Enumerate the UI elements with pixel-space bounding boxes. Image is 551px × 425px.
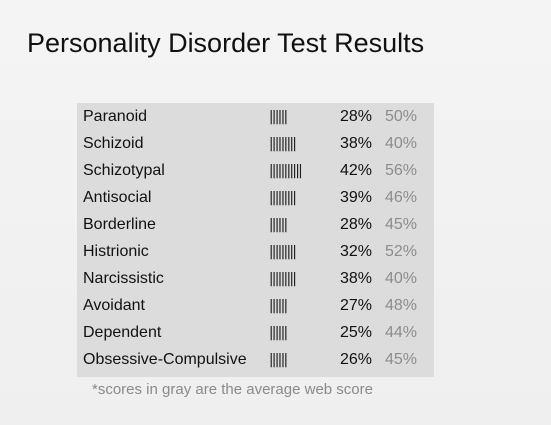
user-score: 26% — [340, 351, 373, 368]
table-row: Narcissistic ||||||||| 38% 40% — [77, 265, 434, 292]
disorder-name: Avoidant — [83, 297, 145, 314]
disorder-name: Paranoid — [83, 108, 148, 125]
score-bars: |||||| — [267, 109, 290, 125]
average-score: 40% — [385, 270, 418, 287]
table-row: Antisocial ||||||||| 39% 46% — [77, 184, 434, 211]
table-row: Avoidant |||||| 27% 48% — [77, 292, 434, 319]
average-score: 56% — [385, 162, 418, 179]
table-row: Histrionic ||||||||| 32% 52% — [77, 238, 434, 265]
average-score: 48% — [385, 297, 418, 314]
disorder-name: Obsessive-Compulsive — [83, 351, 247, 368]
results-table: Paranoid |||||| 28% 50% Schizoid |||||||… — [77, 103, 434, 377]
score-bars: |||||| — [267, 298, 290, 314]
score-bars: ||||||||| — [267, 136, 299, 152]
disorder-name: Borderline — [83, 216, 156, 233]
table-row: Borderline |||||| 28% 45% — [77, 211, 434, 238]
page-title: Personality Disorder Test Results — [27, 28, 425, 58]
footnote: *scores in gray are the average web scor… — [92, 381, 373, 398]
disorder-name: Dependent — [83, 324, 162, 341]
average-score: 52% — [385, 243, 418, 260]
average-score: 44% — [385, 324, 418, 341]
average-score: 50% — [385, 108, 418, 125]
average-score: 45% — [385, 216, 418, 233]
score-bars: ||||||||| — [267, 190, 299, 206]
disorder-name: Histrionic — [83, 243, 149, 260]
score-bars: ||||||||| — [267, 244, 299, 260]
user-score: 39% — [340, 189, 373, 206]
disorder-name: Schizotypal — [83, 162, 165, 179]
user-score: 42% — [340, 162, 373, 179]
table-row: Dependent |||||| 25% 44% — [77, 319, 434, 346]
average-score: 45% — [385, 351, 418, 368]
score-bars: |||||| — [267, 352, 290, 368]
disorder-name: Schizoid — [83, 135, 144, 152]
table-row: Paranoid |||||| 28% 50% — [77, 103, 434, 130]
disorder-name: Narcissistic — [83, 270, 164, 287]
user-score: 27% — [340, 297, 373, 314]
user-score: 38% — [340, 135, 373, 152]
user-score: 25% — [340, 324, 373, 341]
average-score: 46% — [385, 189, 418, 206]
user-score: 28% — [340, 108, 373, 125]
average-score: 40% — [385, 135, 418, 152]
score-bars: |||||| — [267, 325, 290, 341]
table-row: Schizotypal ||||||||||| 42% 56% — [77, 157, 434, 184]
table-row: Schizoid ||||||||| 38% 40% — [77, 130, 434, 157]
score-bars: ||||||||| — [267, 271, 299, 287]
disorder-name: Antisocial — [83, 189, 152, 206]
user-score: 38% — [340, 270, 373, 287]
user-score: 28% — [340, 216, 373, 233]
table-row: Obsessive-Compulsive |||||| 26% 45% — [77, 346, 434, 373]
user-score: 32% — [340, 243, 373, 260]
score-bars: ||||||||||| — [267, 163, 305, 179]
score-bars: |||||| — [267, 217, 290, 233]
